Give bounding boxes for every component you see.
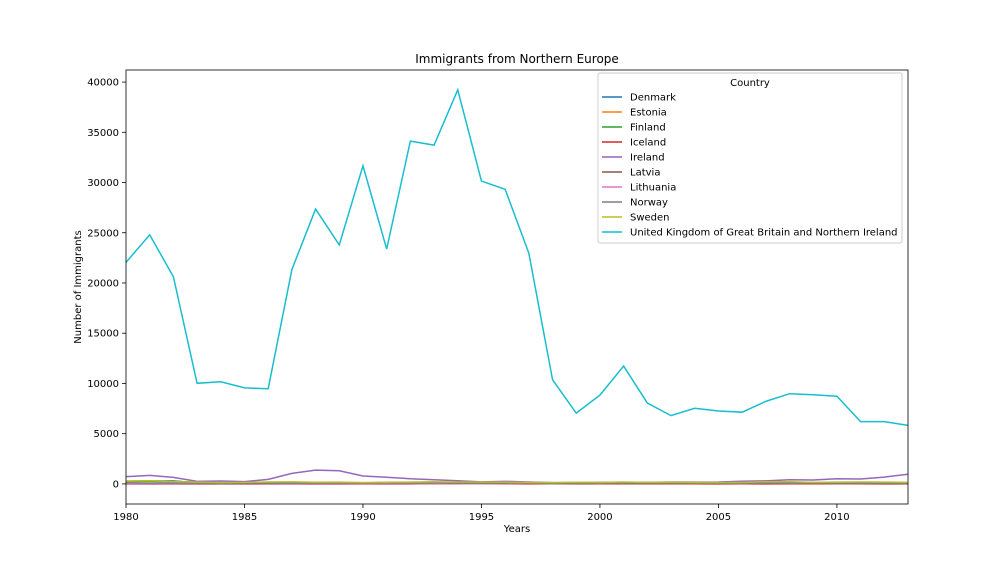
y-tick-label: 30000 (87, 178, 119, 189)
x-tick-label: 1985 (232, 512, 257, 523)
series-line-united-kingdom-of-great-britain-and-northern-ireland (125, 87, 909, 427)
y-tick-label: 25000 (87, 228, 119, 239)
x-tick-label: 2010 (824, 512, 849, 523)
y-tick-label: 5000 (94, 429, 119, 440)
y-axis-label: Number of Immigrants (73, 230, 84, 343)
legend-label-finland: Finland (630, 123, 666, 134)
legend-label-iceland: Iceland (630, 138, 666, 149)
legend-title: Country (730, 78, 770, 89)
y-axis: 0 5000 10000 15000 20000 25000 30000 35000 40000 (87, 78, 126, 490)
y-tick-label: 10000 (87, 379, 119, 390)
legend-label-united-kingdom-of-great-britain-and-northern-ireland: United Kingdom of Great Britain and Nort… (630, 228, 898, 239)
x-tick-label: 2005 (706, 512, 731, 523)
y-tick-label: 0 (113, 479, 119, 490)
legend-label-estonia: Estonia (630, 108, 667, 119)
legend-box (597, 72, 903, 244)
y-tick-label: 15000 (87, 329, 119, 340)
y-tick-label: 40000 (87, 78, 119, 89)
legend-items: Denmark Estonia Finland Iceland Ireland Latvi… (602, 93, 898, 239)
plot-frame (125, 69, 909, 505)
legend-label-ireland: Ireland (630, 153, 665, 164)
x-tick-label: 2000 (587, 512, 612, 523)
x-tick-label: 1980 (113, 512, 138, 523)
x-axis: 1980 1985 1990 1995 2000 2005 2010 (113, 504, 850, 523)
legend-label-denmark: Denmark (630, 93, 676, 104)
legend-label-latvia: Latvia (630, 168, 660, 179)
series-layer (125, 87, 909, 485)
legend: Country Denmark Estonia Finland Iceland Irel… (597, 72, 903, 244)
plot-area (125, 69, 909, 505)
legend-label-lithuania: Lithuania (630, 183, 676, 194)
y-tick-label: 35000 (87, 128, 119, 139)
legend-label-norway: Norway (630, 198, 668, 209)
series-line-sweden (125, 480, 909, 484)
x-tick-label: 1990 (350, 512, 375, 523)
chart-title: Immigrants from Northern Europe (415, 52, 619, 66)
x-tick-label: 1995 (469, 512, 494, 523)
y-tick-label: 20000 (87, 278, 119, 289)
x-axis-label: Years (503, 524, 530, 535)
legend-label-sweden: Sweden (630, 213, 670, 224)
